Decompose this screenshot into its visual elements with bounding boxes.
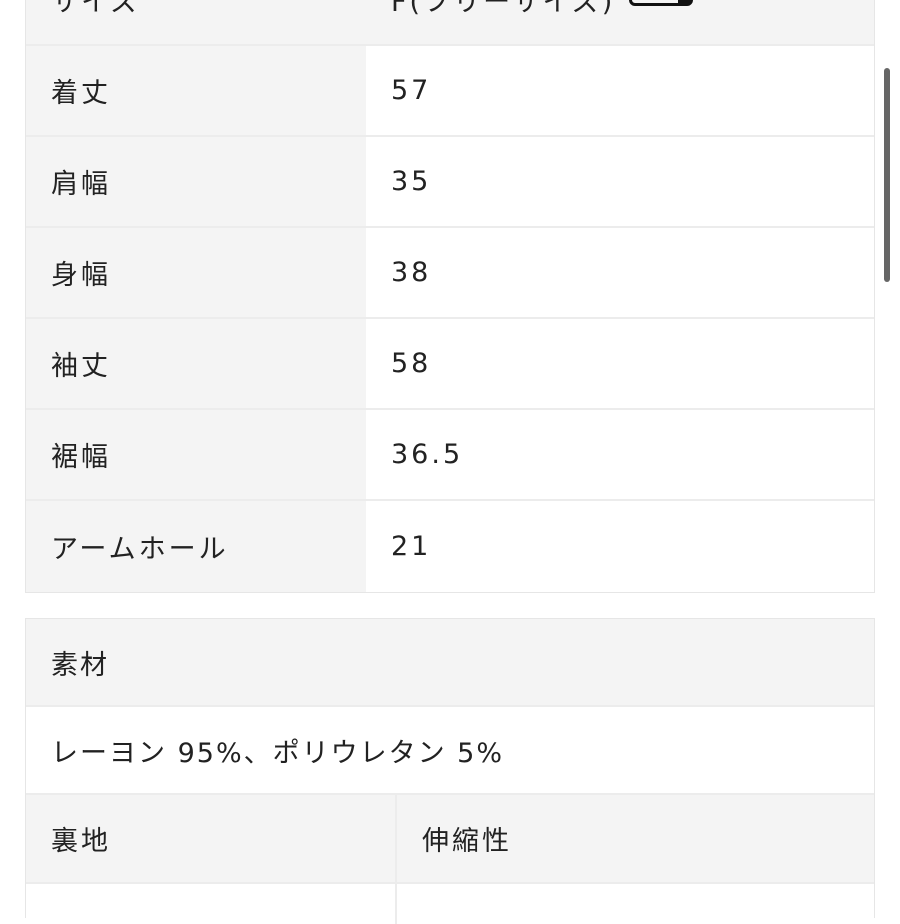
- row-value: 38: [366, 228, 874, 317]
- table-row: 肩幅 35: [26, 137, 874, 228]
- material-value-row: レーヨン 95%、ポリウレタン 5%: [26, 707, 874, 795]
- row-value: 58: [366, 319, 874, 408]
- row-label: アームホール: [26, 501, 366, 592]
- lining-header: 裏地: [26, 795, 397, 882]
- row-value: 35: [366, 137, 874, 226]
- row-value: 57: [366, 46, 874, 135]
- size-table: サイズ F(フリーサイズ) 着丈 57 肩幅 35 身幅 38 袖丈 58 裾幅 36.5…: [25, 0, 875, 593]
- scrollbar[interactable]: [884, 68, 890, 282]
- size-header-value: F(フリーサイズ): [366, 0, 874, 44]
- row-label: 裾幅: [26, 410, 366, 499]
- stretch-header: 伸縮性: [397, 795, 874, 882]
- row-label: 身幅: [26, 228, 366, 317]
- table-row: アームホール 21: [26, 501, 874, 592]
- size-header-row: サイズ F(フリーサイズ): [26, 0, 874, 46]
- table-row: 身幅 38: [26, 228, 874, 319]
- row-label: 着丈: [26, 46, 366, 135]
- stretch-value: [397, 884, 874, 924]
- size-value-text: F(フリーサイズ): [391, 0, 616, 18]
- measuring-tape-icon[interactable]: [629, 0, 694, 6]
- table-row: 裾幅 36.5: [26, 410, 874, 501]
- material-subheader-row: 裏地 伸縮性: [26, 795, 874, 884]
- row-value: 21: [366, 501, 874, 592]
- material-table: 素材 レーヨン 95%、ポリウレタン 5% 裏地 伸縮性: [25, 618, 875, 924]
- material-value: レーヨン 95%、ポリウレタン 5%: [51, 737, 505, 769]
- material-header: 素材: [26, 619, 874, 705]
- material-header-row: 素材: [26, 619, 874, 707]
- table-row: 着丈 57: [26, 46, 874, 137]
- size-header-label: サイズ: [26, 0, 366, 44]
- row-value: 36.5: [366, 410, 874, 499]
- row-label: 肩幅: [26, 137, 366, 226]
- material-subvalue-row: [26, 884, 874, 924]
- lining-value: [26, 884, 397, 924]
- table-row: 袖丈 58: [26, 319, 874, 410]
- row-label: 袖丈: [26, 319, 366, 408]
